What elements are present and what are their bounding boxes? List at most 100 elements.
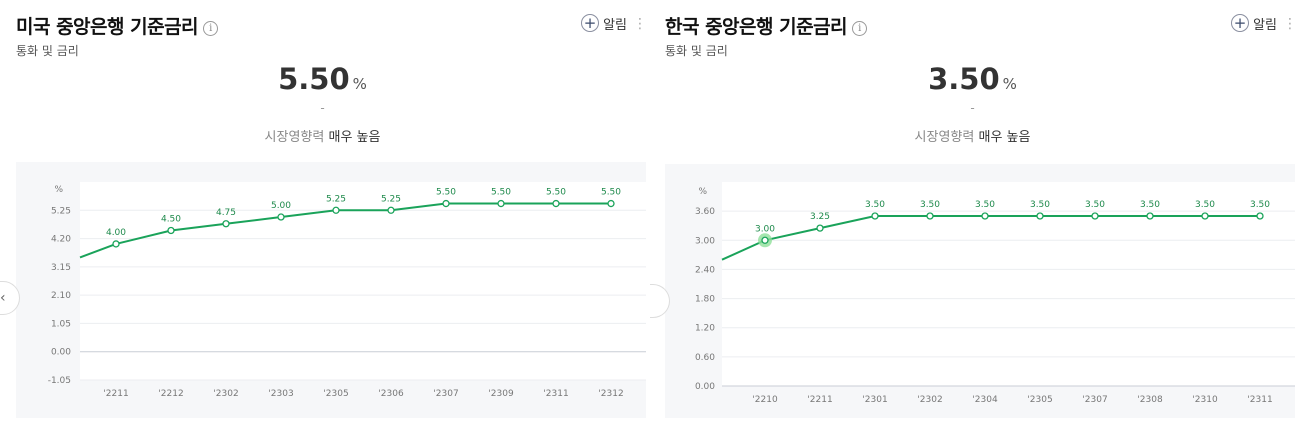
y-tick-label: 2.40 <box>695 265 715 275</box>
panel-title: 한국 중앙은행 기준금리 i <box>665 12 868 39</box>
x-tick-label: '2211 <box>807 395 832 405</box>
info-icon[interactable]: i <box>852 21 868 36</box>
rate-value-number: 5.50 <box>278 62 350 96</box>
x-tick-label: '2212 <box>158 389 183 399</box>
y-tick-label: 2.10 <box>51 291 71 301</box>
y-tick-label: -1.05 <box>48 376 71 386</box>
alert-button[interactable]: + 알림 ⋮ <box>581 12 647 34</box>
panel-header: 미국 중앙은행 기준금리 i + 알림 ⋮ <box>16 10 647 39</box>
rate-value: 5.50% <box>0 62 645 96</box>
data-point[interactable] <box>497 199 505 208</box>
data-label: 3.50 <box>865 200 885 210</box>
plus-icon: + <box>1231 14 1250 32</box>
rate-value: 3.50% <box>650 62 1295 96</box>
rate-change: - <box>970 101 975 115</box>
info-icon[interactable]: i <box>203 21 219 36</box>
y-tick-label: 3.60 <box>695 207 715 217</box>
data-point[interactable] <box>761 236 769 244</box>
data-label: 5.00 <box>271 201 291 211</box>
data-label: 3.50 <box>1140 200 1160 210</box>
data-point[interactable] <box>552 199 560 208</box>
data-point[interactable] <box>816 224 824 232</box>
data-label: 4.00 <box>106 228 126 238</box>
data-point[interactable] <box>1036 212 1044 220</box>
data-label: 5.25 <box>326 194 346 204</box>
data-point[interactable] <box>332 206 340 214</box>
data-point[interactable] <box>222 220 230 228</box>
x-tick-label: '2210 <box>752 395 778 405</box>
plot-area <box>80 182 646 380</box>
panel-title-text: 한국 중앙은행 기준금리 <box>665 16 848 38</box>
kr-rate-panel: 한국 중앙은행 기준금리 i + 알림 ⋮ 통화 및 금리 3.50% - 시장영… <box>650 0 1297 422</box>
y-axis-unit: % <box>54 185 63 195</box>
panel-title-text: 미국 중앙은행 기준금리 <box>16 16 199 38</box>
x-tick-label: '2301 <box>862 395 887 405</box>
x-tick-label: '2306 <box>378 389 404 399</box>
alert-label: 알림 <box>603 17 627 33</box>
rate-change: - <box>320 101 325 115</box>
data-label: 5.50 <box>546 188 566 198</box>
x-tick-label: '2302 <box>917 395 942 405</box>
y-tick-label: 0.60 <box>695 353 715 363</box>
data-point[interactable] <box>926 212 934 220</box>
data-point[interactable] <box>277 213 285 221</box>
rate-chart: 5.25 4.20 3.15 2.10 1.05 0.00 -1.05% '2211 '2212… <box>16 162 646 418</box>
data-point[interactable] <box>167 226 175 235</box>
panel-title: 미국 중앙은행 기준금리 i <box>16 12 219 39</box>
data-point[interactable] <box>1091 212 1099 220</box>
data-label: 3.25 <box>810 212 830 222</box>
plot-area <box>722 182 1295 386</box>
y-tick-label: 1.80 <box>695 295 715 305</box>
data-point[interactable] <box>871 212 879 220</box>
rate-unit: % <box>352 75 367 93</box>
x-tick-label: '2311 <box>543 389 568 399</box>
x-tick-label: '2309 <box>488 389 514 399</box>
data-label: 5.50 <box>601 188 621 198</box>
data-label: 3.50 <box>1030 200 1050 210</box>
data-point[interactable] <box>1256 212 1264 220</box>
x-tick-label: '2307 <box>433 389 458 399</box>
y-tick-label: 3.15 <box>51 263 71 273</box>
rate-chart-svg: 3.60 3.00 2.40 1.80 1.20 0.60 0.00% '2210 '2211 '… <box>695 182 1295 405</box>
data-label: 3.00 <box>755 224 775 234</box>
data-point[interactable] <box>1201 212 1209 220</box>
rate-chart: 3.60 3.00 2.40 1.80 1.20 0.60 0.00% '2210 '2211 '… <box>665 164 1295 418</box>
y-tick-label: 0.00 <box>51 348 71 358</box>
x-tick-label: '2311 <box>1247 395 1272 405</box>
more-options-icon[interactable]: ⋮ <box>633 16 647 32</box>
y-tick-label: 1.20 <box>695 324 715 334</box>
data-label: 4.75 <box>216 208 236 218</box>
data-label: 5.50 <box>491 188 511 198</box>
data-point[interactable] <box>981 212 989 220</box>
rate-chart-svg: 5.25 4.20 3.15 2.10 1.05 0.00 -1.05% '2211 '2212… <box>48 182 646 399</box>
data-point[interactable] <box>387 206 395 214</box>
data-label: 3.50 <box>1195 200 1215 210</box>
x-tick-label: '2305 <box>1027 395 1052 405</box>
y-tick-label: 1.05 <box>51 319 71 329</box>
market-impact: 시장영향력 매우 높음 <box>0 126 645 145</box>
y-tick-label: 4.20 <box>51 235 71 245</box>
y-axis-unit: % <box>698 187 707 197</box>
data-point[interactable] <box>442 199 450 208</box>
category-label: 통화 및 금리 <box>665 44 728 58</box>
data-point[interactable] <box>1146 212 1154 220</box>
y-tick-label: 5.25 <box>51 206 71 216</box>
impact-level: 매우 높음 <box>978 130 1031 145</box>
data-point[interactable] <box>607 199 615 208</box>
data-point[interactable] <box>112 240 120 248</box>
x-tick-label: '2303 <box>268 389 293 399</box>
panel-header: 한국 중앙은행 기준금리 i + 알림 ⋮ <box>665 10 1297 39</box>
data-label: 4.50 <box>161 214 181 224</box>
x-tick-label: '2307 <box>1082 395 1107 405</box>
x-tick-label: '2308 <box>1137 395 1163 405</box>
plus-icon: + <box>581 14 600 32</box>
alert-button[interactable]: + 알림 ⋮ <box>1231 12 1297 34</box>
more-options-icon[interactable]: ⋮ <box>1283 16 1297 32</box>
data-label: 3.50 <box>1250 200 1270 210</box>
data-label: 3.50 <box>1085 200 1105 210</box>
category-label: 통화 및 금리 <box>16 44 79 58</box>
data-label: 3.50 <box>920 200 940 210</box>
y-tick-label: 3.00 <box>695 236 715 246</box>
impact-label: 시장영향력 <box>264 130 325 145</box>
x-tick-label: '2310 <box>1192 395 1218 405</box>
